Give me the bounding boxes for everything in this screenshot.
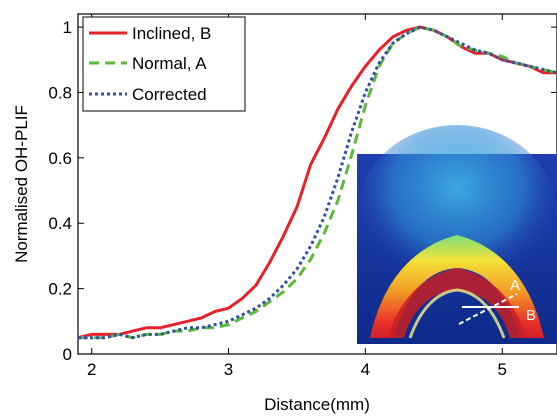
y-axis-ticks: 0 0.2 0.4 0.6 0.8 1	[48, 18, 557, 364]
legend-label-normal-a: Normal, A	[132, 54, 207, 73]
x-tick-label: 2	[87, 360, 96, 379]
x-axis-label: Distance(mm)	[264, 395, 370, 414]
inset-inner-edge	[408, 288, 506, 339]
y-axis-label: Normalised OH-PLIF	[12, 105, 31, 263]
legend: Inclined, B Normal, A Corrected	[82, 16, 246, 112]
inset-line-a	[458, 293, 518, 325]
y-tick-label: 1	[63, 18, 72, 37]
series-layer	[78, 25, 557, 340]
inset-image: A B	[357, 125, 557, 344]
inset-outer-glow	[357, 125, 557, 305]
y-tick-label: 0	[63, 345, 72, 364]
x-axis-ticks: 2 3 4 5	[87, 14, 507, 379]
inset-flame-core	[388, 268, 526, 338]
legend-label-corrected: Corrected	[132, 85, 207, 104]
y-tick-label: 0.2	[48, 280, 72, 299]
inset-label-a: A	[510, 277, 520, 294]
inset-label-b: B	[526, 307, 536, 324]
y-tick-label: 0.4	[48, 214, 72, 233]
x-tick-label: 5	[498, 360, 507, 379]
x-tick-label: 3	[224, 360, 233, 379]
series-line-corrected	[78, 25, 557, 340]
x-tick-label: 4	[361, 360, 370, 379]
series-line-inclined-b	[78, 25, 557, 340]
y-tick-label: 0.8	[48, 83, 72, 102]
y-tick-label: 0.6	[48, 149, 72, 168]
legend-label-inclined-b: Inclined, B	[132, 24, 211, 43]
inset-flame-arch	[370, 235, 544, 338]
